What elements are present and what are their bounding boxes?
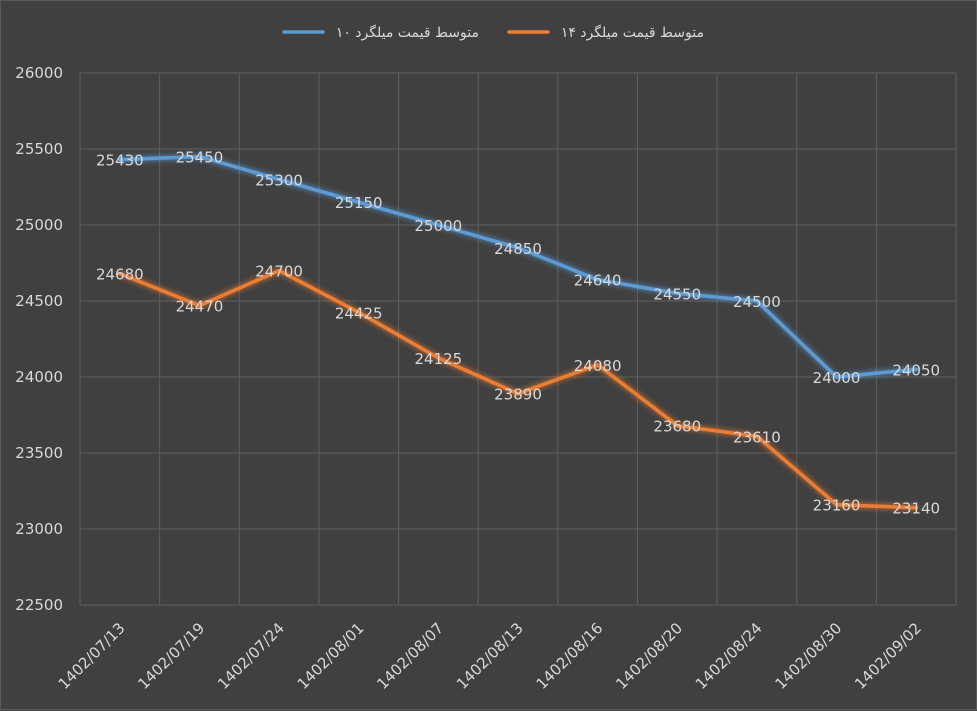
data-label: 24125 <box>415 350 463 368</box>
data-label: 24080 <box>574 357 622 375</box>
x-tick-label: 1402/08/07 <box>373 619 447 693</box>
x-tick-label: 1402/08/13 <box>453 619 527 693</box>
data-labels: 25430 25450 25300 25150 25000 24850 24640 24550… <box>96 149 940 518</box>
x-tick-label: 1402/07/13 <box>55 619 129 693</box>
data-label: 24850 <box>494 240 542 258</box>
x-tick-label: 1402/08/30 <box>772 619 846 693</box>
data-label: 24425 <box>335 304 383 322</box>
x-tick-label: 1402/07/19 <box>134 619 208 693</box>
data-label: 23890 <box>494 386 542 404</box>
y-tick-label: 24000 <box>15 368 63 386</box>
series-line-1 <box>118 154 918 379</box>
x-tick-label: 1402/09/02 <box>851 619 925 693</box>
legend: متوسط قیمت میلگرد ۱۰ متوسط قیمت میلگرد ۱۴ <box>282 24 704 41</box>
data-label: 24500 <box>733 293 781 311</box>
data-label: 24680 <box>96 266 144 284</box>
data-label: 23140 <box>892 500 940 518</box>
y-tick-label: 23000 <box>15 520 63 538</box>
data-label: 23680 <box>653 418 701 436</box>
data-label: 24700 <box>255 263 303 281</box>
data-label: 24470 <box>176 298 224 316</box>
y-tick-label: 22500 <box>15 596 63 614</box>
y-tick-label: 25000 <box>15 216 63 234</box>
legend-label-1: متوسط قیمت میلگرد ۱۰ <box>336 24 479 41</box>
series-layer <box>118 154 918 510</box>
data-label: 24050 <box>892 361 940 379</box>
series-line-2 <box>118 268 918 510</box>
x-tick-label: 1402/08/16 <box>533 619 607 693</box>
data-label: 24640 <box>574 272 622 290</box>
x-tick-label: 1402/07/24 <box>214 619 288 693</box>
data-label: 24000 <box>813 369 861 387</box>
x-axis-ticks: 1402/07/13 1402/07/19 1402/07/24 1402/08/01… <box>55 619 925 693</box>
data-label: 25150 <box>335 194 383 212</box>
data-label: 25430 <box>96 152 144 170</box>
x-tick-label: 1402/08/24 <box>692 619 766 693</box>
y-tick-label: 25500 <box>15 140 63 158</box>
y-axis-ticks: 22500 23000 23500 24000 24500 25000 25500 26000 <box>15 64 63 614</box>
data-label: 25000 <box>415 217 463 235</box>
data-label: 23610 <box>733 428 781 446</box>
data-label: 24550 <box>653 285 701 303</box>
y-tick-label: 23500 <box>15 444 63 462</box>
x-tick-label: 1402/08/20 <box>612 619 686 693</box>
data-label: 25300 <box>255 171 303 189</box>
data-label: 23160 <box>813 497 861 515</box>
y-tick-label: 24500 <box>15 292 63 310</box>
data-label: 25450 <box>176 149 224 167</box>
legend-label-2: متوسط قیمت میلگرد ۱۴ <box>561 24 704 41</box>
x-tick-label: 1402/08/01 <box>294 619 368 693</box>
y-tick-label: 26000 <box>15 64 63 82</box>
